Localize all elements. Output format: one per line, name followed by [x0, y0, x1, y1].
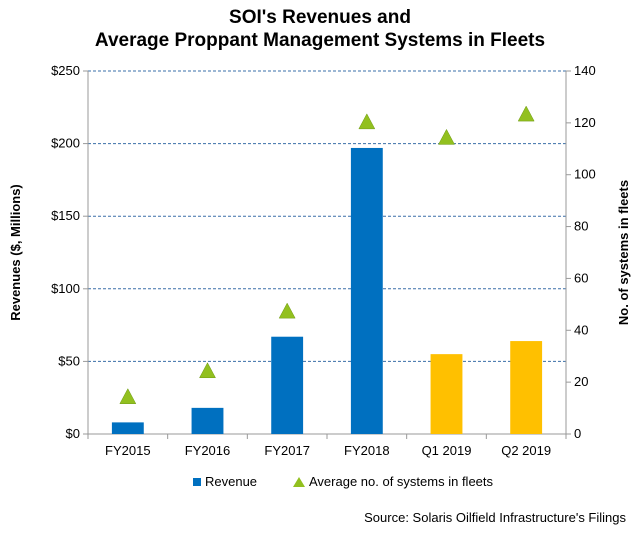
y-right-tick-label: 80: [574, 219, 588, 234]
marker-systems: [438, 128, 455, 145]
marker-systems: [278, 302, 296, 319]
chart-title-line-1: SOI's Revenues and: [229, 7, 411, 28]
legend-item-systems: Average no. of systems in fleets: [293, 474, 493, 489]
chart-title: SOI's Revenues and Average Proppant Mana…: [0, 6, 640, 52]
marker-systems: [119, 388, 137, 404]
legend-swatch-revenue: [193, 477, 201, 486]
x-tick-label: FY2015: [105, 443, 151, 458]
chart-title-line-2: Average Proppant Management Systems in F…: [94, 30, 546, 51]
y-right-tick-label: 100: [574, 167, 596, 182]
x-tick-label: FY2017: [264, 443, 310, 458]
y-left-tick-label: $100: [51, 281, 80, 296]
chart-plot: $0 $50 $100 $150 $200 $250 0 20 40 60 80 100 120 140 F…: [8, 63, 631, 458]
bar-revenue: [111, 422, 144, 434]
legend-item-revenue: Revenue: [193, 474, 257, 489]
y-right-tick-label: 140: [574, 63, 596, 78]
marker-systems: [358, 113, 376, 130]
bar-revenue: [191, 407, 224, 434]
bar-revenue: [271, 336, 304, 434]
y-left-tick-label: $200: [51, 136, 80, 151]
y-left-tick-label: $250: [51, 63, 80, 78]
y-axis-left-title: Revenues ($, Millions): [8, 184, 23, 321]
legend-label-revenue: Revenue: [205, 474, 258, 489]
bar-revenue: [510, 341, 543, 434]
marker-systems: [199, 362, 216, 379]
source-note: Source: Solaris Oilfield Infrastructure'…: [364, 510, 626, 525]
y-right-tick-label: 0: [574, 426, 581, 441]
x-tick-label: FY2016: [185, 443, 231, 458]
y-left-tick-label: $0: [66, 426, 80, 441]
y-right-tick-label: 40: [574, 322, 588, 337]
y-right-tick-label: 120: [574, 115, 596, 130]
legend-label-systems: Average no. of systems in fleets: [309, 474, 494, 489]
y-right-tick-label: 20: [574, 374, 588, 389]
y-left-tick-label: $150: [51, 208, 80, 223]
legend-swatch-systems: [293, 476, 305, 487]
y-left-tick-label: $50: [58, 353, 80, 368]
bar-revenue: [430, 354, 463, 434]
x-tick-label: Q1 2019: [422, 443, 472, 458]
y-right-tick-label: 60: [574, 270, 588, 285]
bar-revenue: [350, 147, 383, 434]
y-axis-right-title: No. of systems in fleets: [616, 180, 631, 325]
marker-systems: [517, 105, 535, 122]
x-tick-label: FY2018: [344, 443, 390, 458]
x-tick-label: Q2 2019: [501, 443, 551, 458]
